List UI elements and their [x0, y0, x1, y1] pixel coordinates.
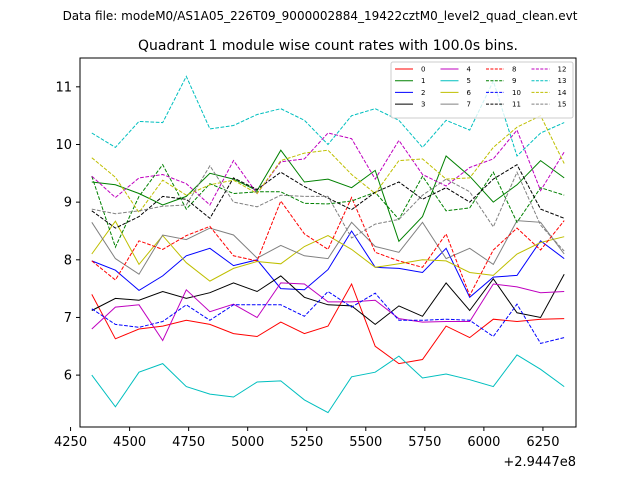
series-line-7 [91, 220, 565, 275]
data-file-label: Data file: modeM0/AS1A05_226T09_90000028… [63, 9, 578, 23]
legend-label-8: 8 [512, 66, 516, 74]
y-tick-label: 8 [64, 253, 72, 268]
axis-ticks: 4250 4500 4750 5000 5250 5500 5750 6000 6250 6 7 8 9… [54, 80, 559, 450]
y-tick-label: 7 [64, 311, 72, 326]
legend-label-0: 0 [421, 66, 425, 74]
y-tick-label: 9 [64, 196, 72, 211]
series-line-1 [91, 149, 565, 243]
legend-label-9: 9 [512, 77, 516, 85]
series-line-14 [91, 115, 565, 214]
series-line-4 [91, 282, 565, 342]
series-line-5 [91, 354, 565, 414]
x-tick-label: 4250 [54, 435, 87, 450]
legend-label-3: 3 [421, 101, 425, 109]
series-line-2 [91, 230, 565, 299]
x-tick-label: 5250 [290, 435, 323, 450]
legend-label-4: 4 [467, 66, 472, 74]
legend-box [390, 61, 574, 119]
legend-label-15: 15 [558, 101, 567, 109]
series-line-11 [91, 163, 565, 229]
legend-label-1: 1 [421, 77, 425, 85]
x-tick-label: 6250 [526, 435, 559, 450]
series-layer [91, 75, 565, 414]
y-tick-label: 11 [55, 80, 72, 95]
y-tick-label: 10 [55, 138, 72, 153]
x-tick-label: 5500 [349, 435, 382, 450]
series-line-6 [91, 220, 565, 282]
legend-label-7: 7 [467, 101, 471, 109]
axes-frame [79, 57, 577, 428]
legend-label-5: 5 [467, 77, 471, 85]
series-line-10 [91, 290, 565, 344]
series-line-15 [91, 164, 565, 252]
series-line-3 [91, 273, 565, 326]
x-tick-label: 5750 [408, 435, 441, 450]
x-tick-label: 5000 [231, 435, 264, 450]
x-tick-label: 4750 [172, 435, 205, 450]
legend-label-10: 10 [512, 89, 521, 97]
legend-label-2: 2 [421, 89, 425, 97]
legend-label-11: 11 [512, 101, 521, 109]
x-tick-label: 6000 [467, 435, 500, 450]
y-tick-label: 6 [64, 369, 72, 384]
x-tick-label: 4500 [113, 435, 146, 450]
x-offset-label: +2.9447e8 [503, 455, 576, 470]
chart-title: Quadrant 1 module wise count rates with … [138, 38, 518, 54]
legend-label-14: 14 [558, 89, 567, 97]
legend-label-12: 12 [558, 66, 567, 74]
series-line-12 [91, 129, 565, 206]
legend-label-6: 6 [467, 89, 472, 97]
series-line-9 [91, 163, 565, 249]
legend-label-13: 13 [558, 77, 567, 85]
